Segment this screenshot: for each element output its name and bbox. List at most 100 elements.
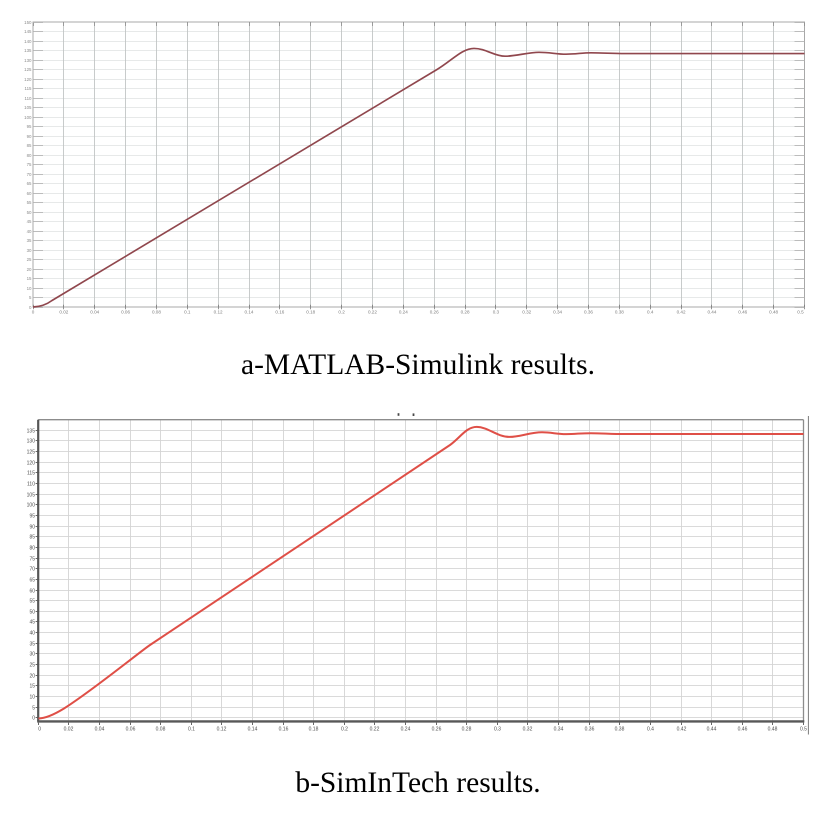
svg-text:0: 0 [38,727,41,733]
svg-text:0.4: 0.4 [647,727,654,733]
svg-text:0.36: 0.36 [584,310,593,315]
svg-text:0.16: 0.16 [279,727,289,733]
svg-text:0.26: 0.26 [430,310,439,315]
svg-text:0.22: 0.22 [368,310,377,315]
svg-text:30: 30 [27,248,32,253]
svg-text:0.24: 0.24 [399,310,408,315]
svg-text:45: 45 [27,219,32,224]
svg-text:0.14: 0.14 [248,727,258,733]
svg-text:110: 110 [25,96,33,101]
svg-text:80: 80 [27,153,32,158]
svg-text:0.42: 0.42 [677,310,686,315]
svg-text:55: 55 [29,598,35,604]
svg-text:0.44: 0.44 [707,727,717,733]
svg-text:60: 60 [27,191,32,196]
svg-text:95: 95 [27,124,32,129]
svg-text:80: 80 [29,545,35,551]
svg-text:0.36: 0.36 [585,727,595,733]
svg-text:0.44: 0.44 [707,310,716,315]
svg-text:15: 15 [27,276,32,281]
svg-text:0.28: 0.28 [462,727,472,733]
svg-text:65: 65 [29,577,35,583]
svg-text:35: 35 [27,238,32,243]
svg-text:40: 40 [27,229,32,234]
svg-text:0.5: 0.5 [800,727,807,733]
svg-text:0: 0 [29,305,32,310]
svg-text:135: 135 [24,48,32,53]
svg-text:75: 75 [27,162,32,167]
svg-text:10: 10 [27,286,32,291]
svg-text:125: 125 [24,67,32,72]
svg-text:0.24: 0.24 [401,727,411,733]
svg-text:0.12: 0.12 [214,310,223,315]
svg-text:35: 35 [29,641,35,647]
svg-text:20: 20 [27,267,32,272]
svg-text:55: 55 [27,200,32,205]
svg-text:10: 10 [29,694,35,700]
svg-text:115: 115 [27,470,35,476]
svg-text:100: 100 [24,115,32,120]
svg-text:90: 90 [27,134,32,139]
svg-text:105: 105 [27,492,36,498]
svg-text:125: 125 [27,449,36,455]
svg-text:90: 90 [29,524,35,530]
svg-text:20: 20 [29,673,35,679]
svg-text:0.28: 0.28 [461,310,470,315]
svg-text:0.04: 0.04 [95,727,105,733]
svg-text:65: 65 [27,181,32,186]
svg-text:70: 70 [27,172,32,177]
svg-text:110: 110 [27,481,35,487]
svg-text:0.16: 0.16 [275,310,284,315]
svg-text:5: 5 [29,295,32,300]
svg-text:0.34: 0.34 [553,310,562,315]
svg-text:0: 0 [32,715,35,721]
svg-text:0.06: 0.06 [121,310,130,315]
svg-text:120: 120 [27,460,36,466]
svg-text:0.2: 0.2 [341,727,348,733]
svg-text:0.2: 0.2 [338,310,345,315]
svg-text:150: 150 [24,20,32,25]
svg-text:120: 120 [24,77,32,82]
svg-text:0: 0 [32,310,35,315]
svg-text:0.38: 0.38 [615,310,624,315]
svg-text:130: 130 [27,438,36,444]
svg-text:0.1: 0.1 [188,727,195,733]
svg-text:0.48: 0.48 [768,727,778,733]
svg-text:0.32: 0.32 [522,310,531,315]
svg-text:85: 85 [27,143,32,148]
svg-text:0.14: 0.14 [245,310,254,315]
svg-text:140: 140 [24,39,32,44]
svg-text:0.4: 0.4 [647,310,654,315]
svg-text:40: 40 [29,630,35,636]
svg-text:25: 25 [27,257,32,262]
svg-text:15: 15 [29,683,35,689]
svg-text:0.3: 0.3 [493,310,500,315]
svg-text:0.48: 0.48 [769,310,778,315]
svg-text:130: 130 [24,58,32,63]
svg-text:0.3: 0.3 [494,727,501,733]
svg-text:0.06: 0.06 [126,727,136,733]
svg-text:60: 60 [29,588,35,594]
svg-text:0.02: 0.02 [59,310,68,315]
svg-text:0.18: 0.18 [309,727,319,733]
svg-text:0.46: 0.46 [738,727,748,733]
svg-text:105: 105 [24,105,32,110]
svg-text:0.1: 0.1 [184,310,191,315]
svg-text:0.12: 0.12 [217,727,227,733]
svg-text:95: 95 [29,513,35,519]
svg-text:0.34: 0.34 [554,727,564,733]
svg-text:50: 50 [27,210,32,215]
svg-text:25: 25 [29,662,35,668]
svg-text:115: 115 [25,86,33,91]
svg-text:145: 145 [24,29,32,34]
svg-text:50: 50 [29,609,35,615]
svg-text:0.42: 0.42 [677,727,687,733]
svg-text:0.32: 0.32 [523,727,533,733]
svg-text:0.26: 0.26 [432,727,442,733]
svg-text:85: 85 [29,534,35,540]
svg-text:0.04: 0.04 [90,310,99,315]
svg-text:0.18: 0.18 [306,310,315,315]
svg-text:0.5: 0.5 [797,310,804,315]
svg-text:0.08: 0.08 [152,310,161,315]
svg-text:0.08: 0.08 [156,727,166,733]
